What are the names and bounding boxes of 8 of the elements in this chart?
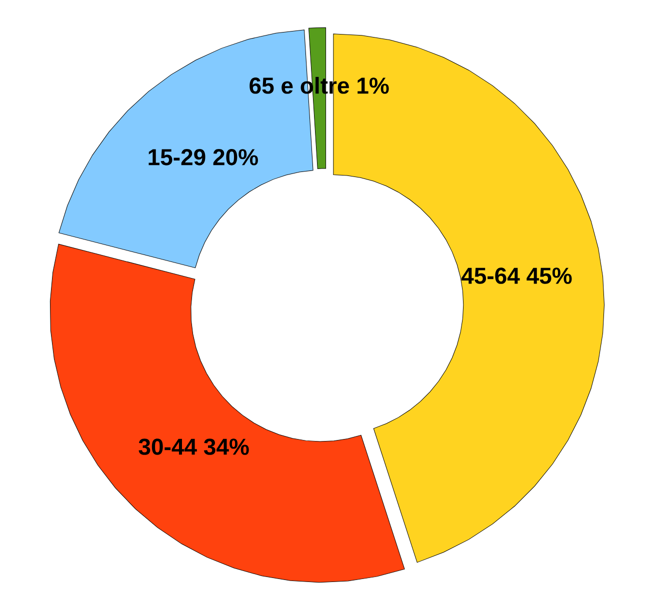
- slice-label: 30-44: [138, 438, 197, 455]
- data-label: 20%: [213, 149, 258, 166]
- data-label: 45%: [526, 268, 572, 284]
- data-label: 34%: [204, 438, 249, 455]
- slice-label: 15-29: [148, 149, 206, 166]
- slice-label: 65 e oltre: [250, 76, 349, 94]
- data-label: 1%: [358, 78, 389, 94]
- slice-label: 45-64: [461, 268, 520, 284]
